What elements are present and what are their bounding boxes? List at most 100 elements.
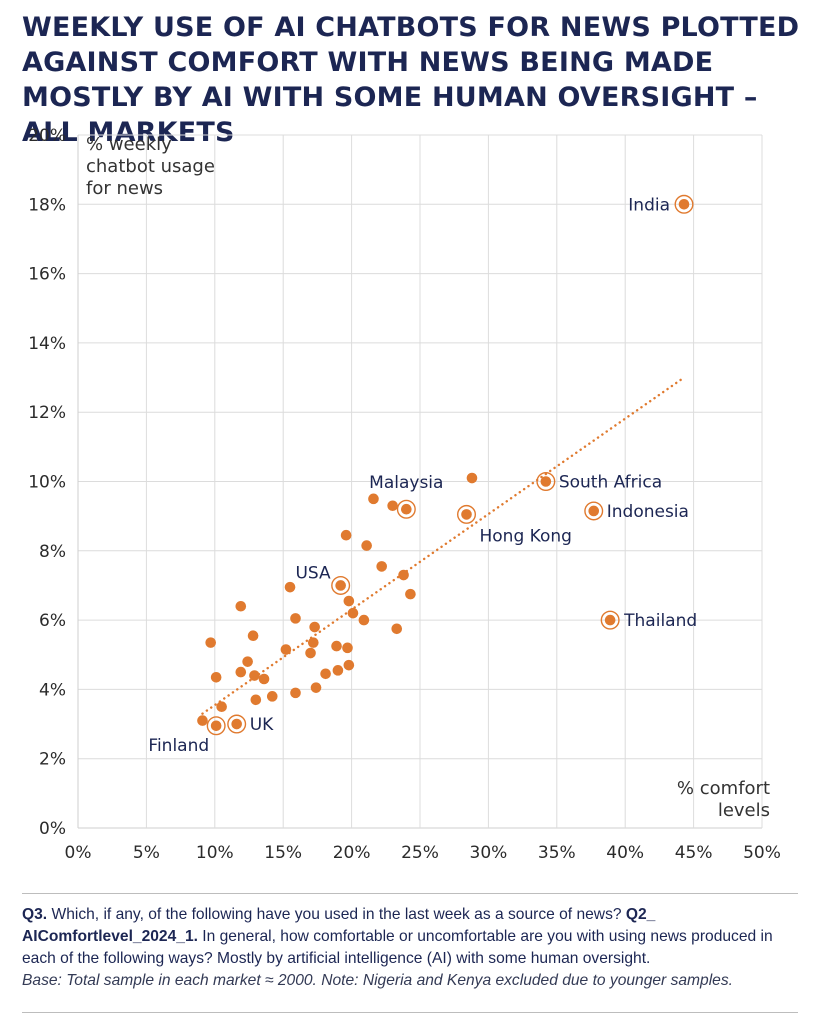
x-axis: 0% 5% 10% 15% 20% 25% 30% 35% 40% 45% 50% (65, 843, 781, 863)
data-point (342, 642, 353, 654)
highlight-ring (396, 499, 416, 519)
y-tick-label: 10% (28, 473, 66, 493)
x-tick-label: 20% (333, 843, 371, 863)
highlight-ring (600, 610, 620, 630)
highlighted-markets: India South Africa Malaysia Indonesia Hong K… (148, 194, 697, 756)
y-axis-title-line: for news (86, 178, 163, 199)
data-point (376, 561, 387, 572)
y-tick-label: 6% (39, 611, 66, 631)
data-point (205, 637, 216, 648)
market-label: Indonesia (607, 502, 689, 522)
highlight-point (231, 718, 242, 730)
highlight-point (678, 199, 690, 210)
trendline-layer (201, 376, 686, 715)
data-point (387, 500, 398, 512)
data-point (284, 581, 296, 593)
highlight-ring (674, 194, 694, 214)
data-point (320, 668, 331, 680)
data-point (235, 666, 247, 678)
footnote-base: Base: Total sample in each market ≈ 2000… (22, 972, 733, 989)
data-point (405, 588, 416, 600)
data-point (249, 670, 260, 681)
data-point (216, 701, 227, 713)
footnote-q2-text: In general, how comfortable or uncomfort… (22, 928, 773, 967)
footnote-q3-label: Q3. (22, 906, 48, 923)
data-point (242, 656, 253, 667)
data-point (466, 472, 478, 484)
footnote-divider-bottom (22, 1012, 798, 1013)
x-tick-label: 10% (196, 843, 234, 863)
data-point (290, 687, 301, 699)
footnote-q2-label: Q2_ AIComfortlevel_2024_1. (22, 906, 656, 945)
data-point (331, 640, 342, 652)
market-label: Malaysia (369, 473, 443, 493)
x-tick-label: 45% (675, 843, 713, 863)
data-points (197, 472, 478, 726)
data-point (343, 659, 355, 671)
x-tick-label: 40% (606, 843, 644, 863)
highlight-ring (227, 714, 247, 734)
data-point (332, 665, 344, 676)
data-point (347, 607, 359, 619)
x-tick-label: 5% (133, 843, 160, 863)
chart-title: WEEKLY USE OF AI CHATBOTS FOR NEWS PLOTT… (22, 12, 800, 148)
highlight-ring (584, 501, 604, 521)
highlight-ring (331, 575, 351, 595)
x-axis-title-line: levels (718, 800, 770, 821)
data-point (266, 691, 278, 702)
y-tick-label: 4% (39, 680, 66, 700)
y-tick-label: 2% (39, 750, 66, 770)
data-point (391, 623, 403, 635)
x-tick-label: 35% (538, 843, 576, 863)
footnote-divider-top (22, 893, 798, 894)
market-label: Finland (148, 736, 209, 756)
data-point (340, 529, 352, 541)
y-tick-label: 16% (28, 265, 66, 285)
highlight-point (588, 505, 600, 517)
data-point (290, 613, 301, 624)
highlight-point (401, 503, 412, 515)
data-point (210, 671, 222, 683)
highlight-point (335, 580, 346, 591)
y-tick-label: 20% (28, 126, 66, 146)
x-tick-label: 15% (264, 843, 302, 863)
data-point (368, 493, 379, 505)
highlight-ring (536, 472, 556, 492)
market-label: Thailand (623, 611, 697, 631)
data-point (361, 540, 372, 551)
highlight-point (540, 476, 552, 487)
market-label: Hong Kong (480, 526, 572, 546)
highlight-point (210, 720, 222, 732)
market-label: UK (250, 715, 274, 735)
x-axis-title-line: % comfort (677, 778, 770, 799)
y-tick-label: 14% (28, 334, 66, 354)
highlight-point (461, 509, 472, 520)
y-axis-title-line: % weekly (86, 134, 172, 155)
y-axis-title-line: chatbot usage (86, 156, 215, 177)
highlight-point (604, 614, 616, 626)
data-point (398, 569, 409, 581)
footnote: Q3. Which, if any, of the following have… (22, 904, 806, 992)
data-point (197, 715, 208, 726)
footnote-q3-text: Which, if any, of the following have you… (47, 906, 626, 923)
data-point (343, 595, 355, 607)
x-tick-label: 50% (743, 843, 781, 863)
x-tick-label: 0% (65, 843, 92, 863)
data-point (307, 637, 319, 648)
data-point (305, 647, 316, 659)
y-tick-label: 18% (28, 195, 66, 215)
data-point (310, 682, 322, 693)
data-point (258, 673, 270, 685)
y-tick-label: 8% (39, 542, 66, 562)
y-tick-label: 0% (39, 819, 66, 839)
data-point (358, 614, 370, 626)
x-tick-label: 30% (470, 843, 508, 863)
highlight-ring (206, 716, 226, 736)
y-tick-label: 12% (28, 403, 66, 423)
scatter-chart: 0% 2% 4% 6% 8% 10% 12% 14% 16% 18% 20% 0% 5% 10% 15% 2… (28, 126, 781, 863)
trendline (201, 376, 686, 715)
y-axis: 0% 2% 4% 6% 8% 10% 12% 14% 16% 18% 20% (28, 126, 66, 839)
data-point (309, 621, 320, 633)
